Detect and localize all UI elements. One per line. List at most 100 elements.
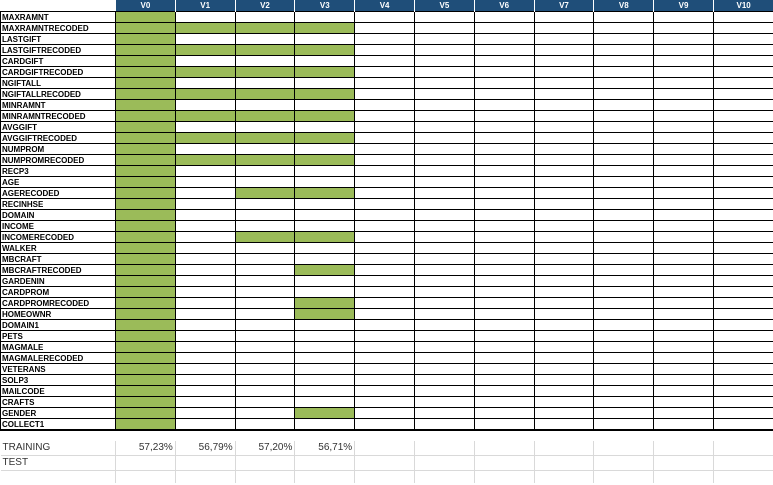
selected-cell[interactable] [294, 264, 356, 276]
grid-cell[interactable] [473, 99, 535, 111]
grid-cell[interactable] [653, 407, 714, 419]
grid-cell[interactable] [294, 176, 356, 188]
grid-cell[interactable] [413, 275, 475, 287]
selected-cell[interactable] [115, 385, 176, 397]
grid-cell[interactable] [593, 176, 655, 188]
variable-name-cell[interactable]: CARDPROM [0, 286, 116, 298]
grid-cell[interactable] [713, 470, 773, 483]
grid-cell[interactable] [354, 308, 415, 320]
grid-cell[interactable] [413, 165, 475, 177]
grid-cell[interactable] [294, 253, 356, 265]
grid-cell[interactable] [653, 242, 714, 254]
grid-cell[interactable] [413, 154, 475, 166]
grid-cell[interactable] [712, 187, 773, 199]
grid-cell[interactable] [533, 176, 595, 188]
grid-cell[interactable] [533, 242, 595, 254]
variable-name-cell[interactable]: INCOMERECODED [0, 231, 116, 243]
grid-cell[interactable] [413, 418, 475, 431]
selected-cell[interactable] [115, 341, 176, 353]
grid-cell[interactable] [354, 363, 415, 375]
grid-cell[interactable] [234, 209, 296, 221]
grid-cell[interactable] [593, 470, 655, 483]
grid-cell[interactable] [712, 88, 773, 100]
grid-cell[interactable] [234, 55, 296, 67]
grid-cell[interactable] [234, 143, 296, 155]
grid-cell[interactable] [533, 253, 595, 265]
summary-value-cell[interactable] [474, 441, 535, 456]
grid-cell[interactable] [593, 308, 655, 320]
grid-cell[interactable] [174, 242, 236, 254]
variable-name-cell[interactable]: COLLECT1 [0, 418, 116, 431]
grid-cell[interactable] [533, 220, 595, 232]
grid-cell[interactable] [593, 396, 655, 408]
grid-cell[interactable] [413, 187, 475, 199]
grid-cell[interactable] [533, 121, 595, 133]
grid-cell[interactable] [413, 330, 475, 342]
grid-cell[interactable] [354, 110, 415, 122]
grid-cell[interactable] [413, 297, 475, 309]
grid-cell[interactable] [653, 198, 714, 210]
grid-cell[interactable] [712, 385, 773, 397]
grid-cell[interactable] [653, 253, 714, 265]
selected-cell[interactable] [115, 88, 176, 100]
grid-cell[interactable] [473, 231, 535, 243]
grid-cell[interactable] [653, 88, 714, 100]
grid-cell[interactable] [234, 264, 296, 276]
selected-cell[interactable] [294, 132, 356, 144]
grid-cell[interactable] [414, 470, 475, 483]
grid-cell[interactable] [354, 352, 415, 364]
grid-cell[interactable] [534, 470, 595, 483]
grid-cell[interactable] [653, 341, 714, 353]
grid-cell[interactable] [712, 110, 773, 122]
grid-cell[interactable] [653, 385, 714, 397]
grid-cell[interactable] [174, 308, 236, 320]
selected-cell[interactable] [174, 44, 236, 56]
summary-value-cell[interactable] [414, 441, 475, 456]
variable-name-cell[interactable]: MAILCODE [0, 385, 116, 397]
grid-cell[interactable] [712, 121, 773, 133]
summary-value-cell[interactable] [653, 441, 714, 456]
grid-cell[interactable] [593, 165, 655, 177]
grid-cell[interactable] [413, 319, 475, 331]
selected-cell[interactable] [294, 110, 356, 122]
grid-cell[interactable] [533, 308, 595, 320]
grid-cell[interactable] [294, 396, 356, 408]
selected-cell[interactable] [115, 220, 176, 232]
grid-cell[interactable] [413, 110, 475, 122]
grid-cell[interactable] [354, 11, 415, 23]
grid-cell[interactable] [533, 407, 595, 419]
grid-cell[interactable] [712, 132, 773, 144]
grid-cell[interactable] [234, 374, 296, 386]
grid-cell[interactable] [533, 154, 595, 166]
column-header-v5[interactable]: V5 [413, 0, 475, 12]
grid-cell[interactable] [174, 374, 236, 386]
grid-cell[interactable] [473, 143, 535, 155]
grid-cell[interactable] [354, 264, 415, 276]
grid-cell[interactable] [294, 242, 356, 254]
grid-cell[interactable] [473, 33, 535, 45]
grid-cell[interactable] [354, 143, 415, 155]
grid-cell[interactable] [354, 121, 415, 133]
grid-cell[interactable] [712, 308, 773, 320]
grid-cell[interactable] [174, 231, 236, 243]
grid-cell[interactable] [653, 154, 714, 166]
grid-cell[interactable] [473, 396, 535, 408]
grid-cell[interactable] [174, 418, 236, 431]
grid-cell[interactable] [473, 198, 535, 210]
grid-cell[interactable] [712, 418, 773, 431]
grid-cell[interactable] [473, 88, 535, 100]
grid-cell[interactable] [593, 341, 655, 353]
grid-cell[interactable] [533, 132, 595, 144]
selected-cell[interactable] [115, 22, 176, 34]
grid-cell[interactable] [174, 176, 236, 188]
selected-cell[interactable] [234, 110, 296, 122]
grid-cell[interactable] [533, 77, 595, 89]
column-header-v9[interactable]: V9 [653, 0, 714, 12]
grid-cell[interactable] [294, 99, 356, 111]
selected-cell[interactable] [174, 88, 236, 100]
grid-cell[interactable] [593, 297, 655, 309]
grid-cell[interactable] [593, 77, 655, 89]
selected-cell[interactable] [294, 297, 356, 309]
selected-cell[interactable] [234, 44, 296, 56]
grid-cell[interactable] [653, 297, 714, 309]
